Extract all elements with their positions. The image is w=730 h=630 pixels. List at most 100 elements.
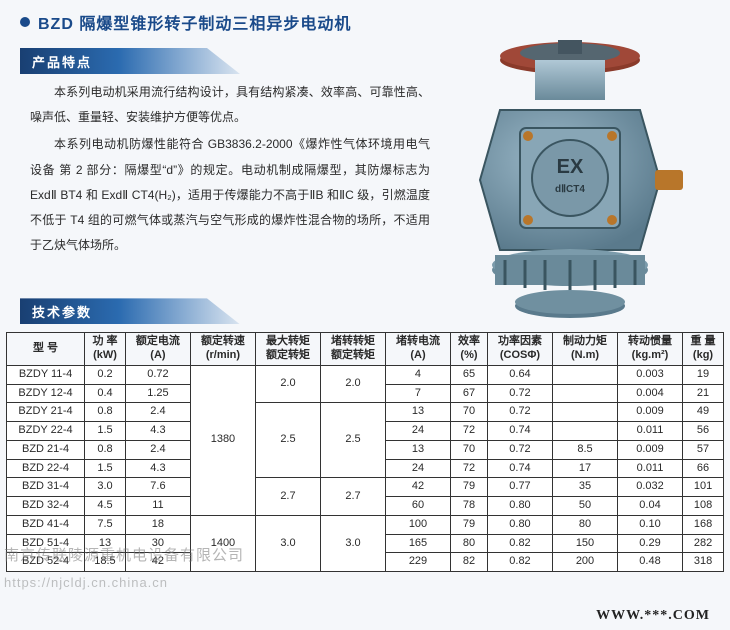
cell-current: 4.3	[125, 459, 190, 478]
cell-pf: 0.64	[487, 365, 552, 384]
cell-inertia: 0.10	[618, 515, 683, 534]
cell-inertia: 0.004	[618, 384, 683, 403]
cell-model: BZDY 12-4	[7, 384, 85, 403]
cell-power: 3.0	[85, 478, 126, 497]
features-text: 本系列电动机采用流行结构设计，具有结构紧凑、效率高、可靠性高、噪声低、重量轻、安…	[30, 80, 430, 258]
cell-pf: 0.80	[487, 497, 552, 516]
cell-inertia: 0.003	[618, 365, 683, 384]
cell-stall-current: 100	[385, 515, 450, 534]
spec-table-wrap: 型 号 功 率(kW) 额定电流(A) 额定转速(r/min) 最大转矩额定转矩…	[6, 332, 724, 572]
cell-weight: 19	[683, 365, 724, 384]
cell-pf: 0.77	[487, 478, 552, 497]
cell-stall-current: 7	[385, 384, 450, 403]
cell-stall-current: 165	[385, 534, 450, 553]
cell-pf: 0.74	[487, 459, 552, 478]
spec-table: 型 号 功 率(kW) 额定电流(A) 额定转速(r/min) 最大转矩额定转矩…	[6, 332, 724, 572]
cell-current: 0.72	[125, 365, 190, 384]
col-current: 额定电流(A)	[125, 333, 190, 366]
cell-model: BZDY 22-4	[7, 422, 85, 441]
cell-power: 1.5	[85, 459, 126, 478]
cell-max-torque: 2.5	[255, 403, 320, 478]
cell-model: BZD 52-4	[7, 553, 85, 572]
cell-current: 4.3	[125, 422, 190, 441]
cell-stall-current: 13	[385, 440, 450, 459]
footer-url: WWW.***.COM	[596, 608, 710, 624]
col-model: 型 号	[7, 333, 85, 366]
cell-pf: 0.82	[487, 534, 552, 553]
svg-text:EX: EX	[557, 156, 584, 178]
cell-brake-torque: 150	[552, 534, 617, 553]
col-stall-current: 堵转电流(A)	[385, 333, 450, 366]
cell-eff: 79	[451, 515, 488, 534]
table-row: BZD 31-43.07.62.72.742790.77350.032101	[7, 478, 724, 497]
table-row: BZD 41-47.51814003.03.0100790.80800.1016…	[7, 515, 724, 534]
cell-weight: 318	[683, 553, 724, 572]
cell-inertia: 0.032	[618, 478, 683, 497]
table-row: BZDY 11-40.20.7213802.02.04650.640.00319	[7, 365, 724, 384]
svg-text:dⅡCT4: dⅡCT4	[555, 184, 585, 195]
cell-inertia: 0.011	[618, 459, 683, 478]
cell-pf: 0.72	[487, 403, 552, 422]
cell-weight: 56	[683, 422, 724, 441]
cell-brake-torque: 8.5	[552, 440, 617, 459]
cell-stall-current: 42	[385, 478, 450, 497]
cell-stall-current: 4	[385, 365, 450, 384]
cell-power: 0.4	[85, 384, 126, 403]
cell-stall-current: 229	[385, 553, 450, 572]
cell-eff: 82	[451, 553, 488, 572]
cell-current: 18	[125, 515, 190, 534]
cell-brake-torque: 80	[552, 515, 617, 534]
cell-model: BZDY 11-4	[7, 365, 85, 384]
cell-max-torque: 2.0	[255, 365, 320, 403]
cell-power: 18.5	[85, 553, 126, 572]
cell-model: BZD 32-4	[7, 497, 85, 516]
col-eff: 效率(%)	[451, 333, 488, 366]
cell-model: BZD 41-4	[7, 515, 85, 534]
col-speed: 额定转速(r/min)	[190, 333, 255, 366]
cell-weight: 108	[683, 497, 724, 516]
page-title: BZD 隔爆型锥形转子制动三相异步电动机	[38, 10, 351, 34]
cell-inertia: 0.48	[618, 553, 683, 572]
cell-max-torque: 2.7	[255, 478, 320, 516]
cell-model: BZD 21-4	[7, 440, 85, 459]
cell-inertia: 0.04	[618, 497, 683, 516]
cell-power: 0.8	[85, 440, 126, 459]
cell-eff: 70	[451, 403, 488, 422]
cell-stall-current: 13	[385, 403, 450, 422]
cell-eff: 72	[451, 459, 488, 478]
cell-pf: 0.82	[487, 553, 552, 572]
cell-pf: 0.72	[487, 384, 552, 403]
cell-weight: 57	[683, 440, 724, 459]
cell-current: 30	[125, 534, 190, 553]
spec-heading: 技术参数	[20, 298, 240, 324]
cell-speed: 1400	[190, 515, 255, 571]
cell-current: 11	[125, 497, 190, 516]
cell-model: BZD 22-4	[7, 459, 85, 478]
cell-pf: 0.80	[487, 515, 552, 534]
cell-power: 1.5	[85, 422, 126, 441]
cell-model: BZD 51-4	[7, 534, 85, 553]
cell-brake-torque: 17	[552, 459, 617, 478]
cell-brake-torque	[552, 422, 617, 441]
cell-stall-torque: 2.7	[320, 478, 385, 516]
cell-inertia: 0.009	[618, 403, 683, 422]
features-heading: 产品特点	[20, 48, 240, 74]
features-paragraph-2: 本系列电动机防爆性能符合 GB3836.2-2000《爆炸性气体环境用电气设备 …	[30, 132, 430, 258]
cell-stall-torque: 3.0	[320, 515, 385, 571]
cell-model: BZDY 21-4	[7, 403, 85, 422]
cell-eff: 70	[451, 440, 488, 459]
cell-eff: 65	[451, 365, 488, 384]
col-inertia: 转动惯量(kg.m²)	[618, 333, 683, 366]
cell-eff: 67	[451, 384, 488, 403]
table-row: BZDY 21-40.82.42.52.513700.720.00949	[7, 403, 724, 422]
cell-power: 4.5	[85, 497, 126, 516]
cell-stall-torque: 2.0	[320, 365, 385, 403]
cell-current: 1.25	[125, 384, 190, 403]
cell-weight: 101	[683, 478, 724, 497]
cell-stall-current: 24	[385, 422, 450, 441]
cell-weight: 49	[683, 403, 724, 422]
cell-eff: 72	[451, 422, 488, 441]
cell-inertia: 0.011	[618, 422, 683, 441]
cell-stall-torque: 2.5	[320, 403, 385, 478]
col-max-torque: 最大转矩额定转矩	[255, 333, 320, 366]
